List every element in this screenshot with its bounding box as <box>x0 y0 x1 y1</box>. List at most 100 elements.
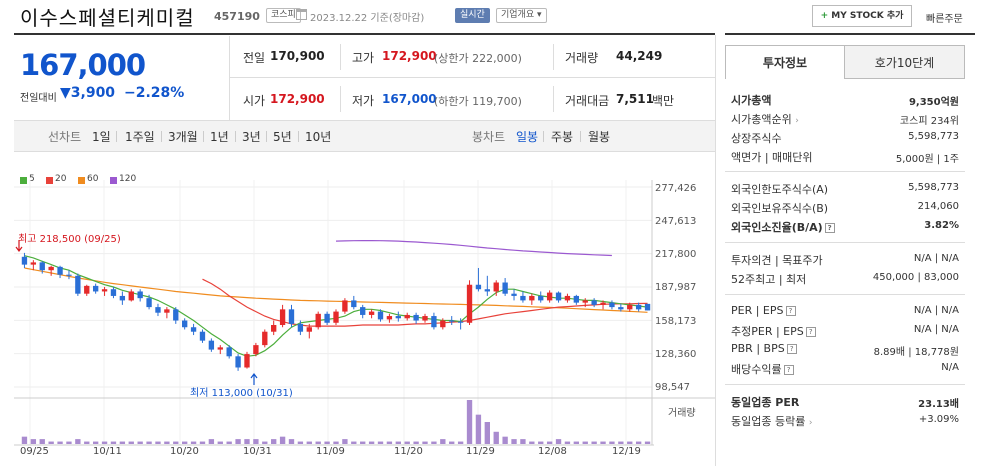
industry-rate-value: +3.09% <box>918 414 959 425</box>
candle-body <box>66 274 72 276</box>
candle-body <box>217 347 223 350</box>
chart-tab-bar <box>14 120 715 152</box>
candle-body <box>520 295 526 301</box>
tab-weekly[interactable]: 주봉 <box>551 130 574 144</box>
tab-orderbook[interactable]: 호가10단계 <box>844 45 965 79</box>
per-text: PER | EPS <box>731 304 784 317</box>
foreign-rate-label: 외국인소진율(B/A)? <box>731 219 835 235</box>
help-icon[interactable]: ? <box>785 306 796 316</box>
tab-candle-chart[interactable]: 봉차트 <box>472 130 506 144</box>
candle-body <box>368 311 375 315</box>
candle-body <box>75 275 81 294</box>
foreign-limit-label: 외국인한도주식수(A) <box>731 183 829 196</box>
help-icon[interactable]: ? <box>786 344 797 354</box>
candle-body <box>555 292 562 301</box>
volume-bar <box>30 439 37 444</box>
foreign-rate-value: 3.82% <box>924 220 959 231</box>
y-tick: 217,800 <box>655 249 697 260</box>
cap-rank-text: 시가총액순위 <box>731 113 792 126</box>
volume-bar <box>475 414 482 444</box>
divider <box>725 384 965 385</box>
cap-rank-value: 코스피 234위 <box>899 116 959 127</box>
high-value: 172,900 <box>382 49 437 63</box>
volume-bar <box>546 441 553 444</box>
candle-body <box>39 262 45 271</box>
volume-bar <box>440 439 446 444</box>
candle-body <box>155 307 161 313</box>
candle-body <box>342 300 348 312</box>
volume-bar <box>342 439 348 444</box>
industry-rate-label[interactable]: 동일업종 등락률 › <box>731 413 812 429</box>
volume-bar <box>538 441 544 444</box>
tab-3m[interactable]: 3개월 <box>168 130 198 144</box>
candle-body <box>297 323 304 332</box>
cap-rank-label[interactable]: 시가총액순위 › <box>731 111 799 127</box>
help-icon[interactable]: ? <box>783 365 794 375</box>
candle-body <box>538 295 544 301</box>
dividend-text: 배당수익률 <box>731 363 782 376</box>
candle-body <box>110 289 117 296</box>
volume-bar <box>600 441 606 444</box>
volume-bar <box>119 441 126 444</box>
tab-monthly[interactable]: 월봉 <box>588 130 611 144</box>
candle-body <box>128 291 134 301</box>
change-label: 전일대비 <box>20 93 57 104</box>
week52-label: 52주최고 | 최저 <box>731 273 807 286</box>
tab-investment-info[interactable]: 투자정보 <box>725 45 845 79</box>
legend-swatch-ma20 <box>46 177 53 184</box>
price-chart[interactable] <box>14 180 715 466</box>
volume-bar <box>21 436 28 444</box>
amount-unit: 백만 <box>652 94 675 108</box>
volume-bar <box>502 436 508 444</box>
tab-1w[interactable]: 1주일 <box>125 130 155 144</box>
volume-bar <box>449 441 455 444</box>
legend-ma120: 120 <box>119 174 137 184</box>
amount-label: 거래대금 <box>565 94 610 108</box>
high-label: 고가 <box>352 51 375 65</box>
candle-body <box>324 313 330 323</box>
base-date: 2023.12.22 기준(장마감) <box>310 13 425 24</box>
add-mystock-button[interactable]: + MY STOCK 추가 <box>812 5 912 27</box>
tab-daily[interactable]: 일봉 <box>516 130 539 144</box>
help-icon[interactable]: ? <box>824 223 835 233</box>
max-arrow-icon <box>15 240 23 252</box>
candle-body <box>511 293 517 296</box>
y-tick: 277,426 <box>655 183 697 194</box>
tab-3y[interactable]: 3년 <box>242 130 261 144</box>
candle-body <box>244 354 250 368</box>
volume-bar <box>529 441 535 444</box>
company-overview-button[interactable]: 기업개요 ▾ <box>496 8 547 23</box>
tab-line-chart[interactable]: 선차트 <box>48 130 82 144</box>
tab-1y[interactable]: 1년 <box>210 130 229 144</box>
candle-body <box>386 316 393 320</box>
dividend-value: N/A <box>941 362 959 373</box>
volume-bar <box>306 441 312 444</box>
volume-bar <box>128 441 134 444</box>
volume-bar <box>386 441 393 444</box>
live-badge[interactable]: 실시간 <box>455 8 490 23</box>
x-tick: 10/31 <box>243 446 272 457</box>
tab-10y[interactable]: 10년 <box>305 130 332 144</box>
candle-body <box>84 285 90 294</box>
volume-bar <box>57 441 63 444</box>
tab-1d[interactable]: 1일 <box>92 130 111 144</box>
volume-bar <box>48 441 54 444</box>
pbr-text: PBR | BPS <box>731 342 785 355</box>
candle-body <box>164 309 170 313</box>
candle-body <box>422 316 428 321</box>
volume-bar <box>137 441 143 444</box>
candle-body <box>226 347 232 357</box>
volume-bar <box>520 439 526 444</box>
change-percent: −2.28% <box>124 85 185 101</box>
divider <box>161 131 162 142</box>
tab-5y[interactable]: 5년 <box>273 130 292 144</box>
volume-bar <box>333 441 339 444</box>
divider <box>298 131 299 142</box>
chevron-right-icon: › <box>808 418 813 428</box>
volume-bar <box>484 422 490 444</box>
volume-bar <box>404 441 410 444</box>
x-tick: 10/11 <box>93 446 122 457</box>
help-icon[interactable]: ? <box>805 327 816 337</box>
quick-order-link[interactable]: 빠른주문 <box>926 14 963 25</box>
volume-bar <box>75 439 81 444</box>
